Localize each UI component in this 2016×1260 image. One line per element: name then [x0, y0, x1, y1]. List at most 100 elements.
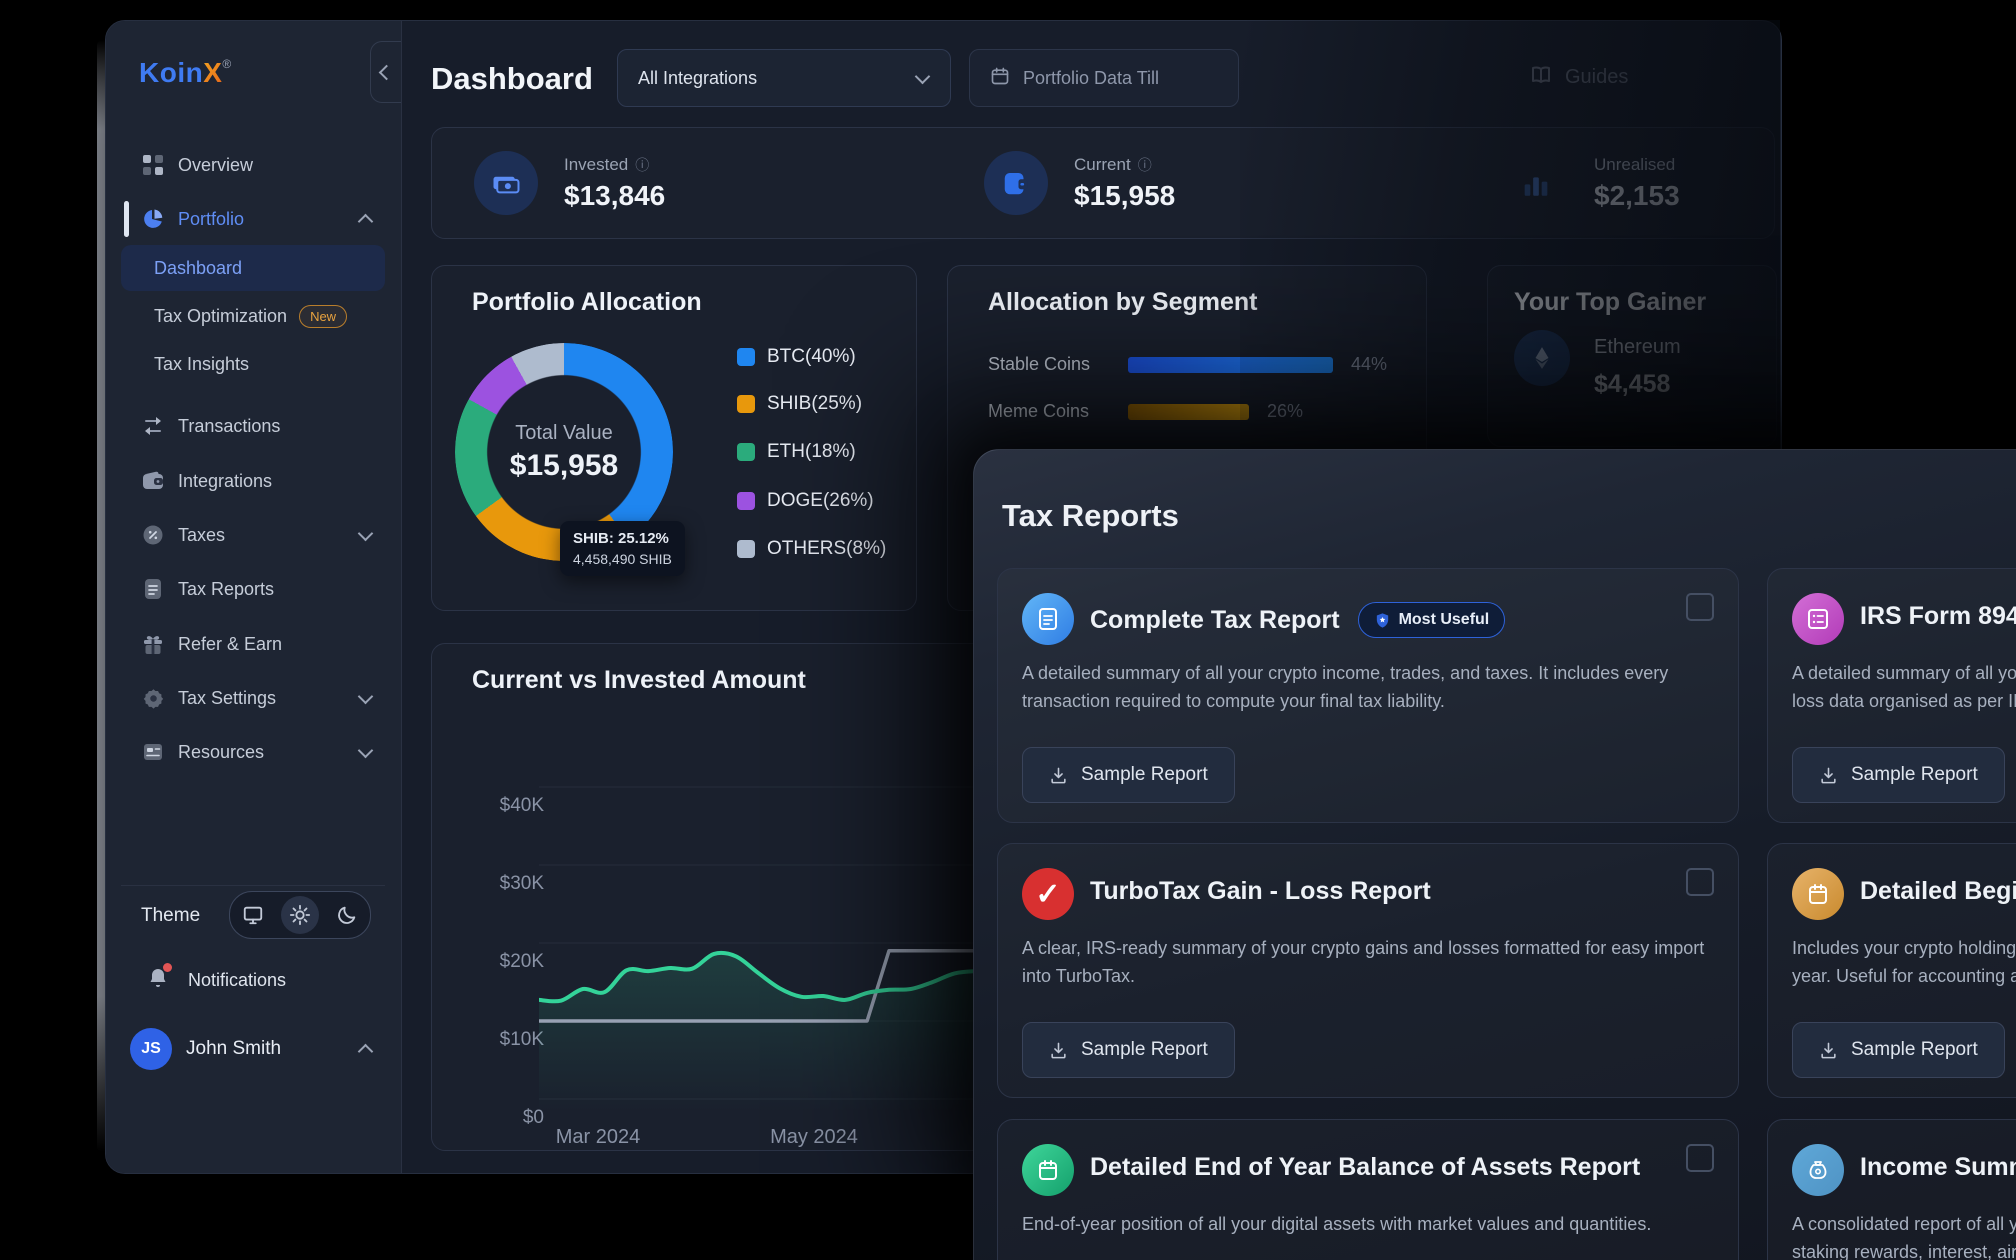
integration-filter-select[interactable]: All Integrations: [617, 49, 951, 107]
card-title: Portfolio Allocation: [472, 288, 702, 316]
user-menu[interactable]: JS John Smith: [106, 1021, 401, 1077]
bar-chart-icon: [1504, 151, 1568, 215]
sample-report-button[interactable]: Sample Report: [1792, 1022, 2005, 1078]
stat-value: $13,846: [564, 179, 666, 211]
sidebar-item-transactions[interactable]: Transactions: [106, 402, 401, 450]
sidebar-subitem-dashboard[interactable]: Dashboard: [121, 245, 385, 291]
sidebar-item-label: Resources: [178, 741, 265, 762]
sidebar-item-label: Tax Settings: [178, 687, 277, 708]
info-icon[interactable]: ⓘ: [1137, 156, 1152, 173]
legend-swatch: [737, 443, 755, 461]
book-icon: [1529, 63, 1553, 92]
card-title: Your Top Gainer: [1514, 288, 1707, 316]
y-tick: $10K: [499, 1029, 544, 1050]
portfolio-date-filter-button[interactable]: Portfolio Data Till: [969, 49, 1239, 107]
sun-icon: [289, 904, 311, 926]
calendar-icon: [1792, 868, 1844, 920]
button-label: Sample Report: [1081, 1039, 1208, 1060]
report-checkbox[interactable]: [1686, 593, 1714, 621]
chart-title: Current vs Invested Amount: [472, 666, 806, 694]
report-description: A detailed summary of all your loss data…: [1792, 663, 2016, 711]
report-card-end-of-year: Detailed End of Year Balance of Assets R…: [997, 1119, 1739, 1260]
transfer-arrows-icon: [141, 414, 165, 438]
sidebar-item-label: Portfolio: [178, 208, 245, 229]
sidebar-item-refer-earn[interactable]: Refer & Earn: [106, 620, 401, 668]
button-label: Sample Report: [1851, 1039, 1978, 1060]
calendar-icon: [990, 66, 1010, 91]
tax-reports-modal: Tax Reports Complete Tax Report Most Use…: [973, 449, 2016, 1260]
legend-item-doge: DOGE(26%): [737, 490, 874, 512]
info-icon[interactable]: ⓘ: [635, 156, 650, 173]
guides-label: Guides: [1565, 66, 1629, 88]
new-badge: New: [299, 304, 348, 328]
legend-swatch: [737, 348, 755, 366]
report-title: Complete Tax Report: [1090, 605, 1340, 634]
sidebar-item-label: Refer & Earn: [178, 633, 283, 654]
sidebar-item-resources[interactable]: Resources: [106, 728, 401, 776]
koinx-logo: KoinX®: [139, 57, 232, 89]
report-checkbox[interactable]: [1686, 1144, 1714, 1172]
monitor-icon: [244, 906, 263, 925]
sidebar-item-label: Taxes: [178, 524, 226, 545]
stat-value: $2,153: [1594, 179, 1680, 211]
theme-dark-button[interactable]: [328, 896, 366, 934]
legend-label: OTHERS(8%): [767, 538, 887, 559]
most-useful-badge: Most Useful: [1357, 602, 1506, 638]
y-tick: $40K: [499, 795, 544, 816]
sidebar-item-taxes[interactable]: Taxes: [106, 511, 401, 559]
theme-light-button[interactable]: [280, 896, 319, 934]
gift-icon: [141, 632, 165, 656]
calendar-icon: [1022, 1144, 1074, 1196]
sample-report-button[interactable]: Sample Report: [1792, 747, 2005, 803]
moon-icon: [337, 906, 355, 924]
sample-report-button[interactable]: Sample Report: [1022, 1022, 1235, 1078]
user-name: John Smith: [186, 1038, 282, 1059]
banknote-icon: [474, 151, 538, 215]
sidebar-item-integrations[interactable]: Integrations: [106, 457, 401, 505]
notifications-button[interactable]: Notifications: [106, 957, 401, 1003]
stat-current: Current ⓘ $15,958: [984, 128, 1175, 238]
sidebar-subitem-tax-insights[interactable]: Tax Insights: [121, 343, 385, 385]
segment-row-meme-coins: Meme Coins 26%: [988, 401, 1408, 422]
segment-percent: 26%: [1267, 401, 1304, 421]
theme-toggle: [229, 891, 371, 939]
x-tick: May 2024: [770, 1126, 858, 1148]
sidebar-item-label: Overview: [178, 154, 254, 175]
segment-bar: [1128, 356, 1333, 373]
legend-label: DOGE(26%): [767, 490, 874, 511]
active-route-indicator: [124, 201, 129, 237]
theme-system-button[interactable]: [234, 896, 272, 934]
y-tick: $30K: [499, 873, 544, 894]
segment-label: Stable Coins: [988, 354, 1091, 374]
sidebar-item-portfolio[interactable]: Portfolio: [106, 195, 401, 243]
sidebar-subitem-tax-optimization[interactable]: Tax Optimization New: [121, 295, 385, 337]
registered-mark: ®: [222, 57, 232, 71]
percent-badge-icon: [141, 523, 165, 547]
sidebar-item-tax-settings[interactable]: Tax Settings: [106, 674, 401, 722]
logo-x: X: [203, 57, 223, 88]
segment-row-stable-coins: Stable Coins 44%: [988, 354, 1408, 375]
report-description: Includes your crypto holdings year. Usef…: [1792, 938, 2016, 986]
download-icon: [1821, 767, 1836, 783]
sample-report-button[interactable]: Sample Report: [1022, 747, 1235, 803]
legend-item-eth: ETH(18%): [737, 441, 856, 463]
report-checkbox[interactable]: [1686, 868, 1714, 896]
donut-center-label: Total Value: [515, 421, 613, 444]
legend-item-shib: SHIB(25%): [737, 393, 862, 415]
guides-button[interactable]: Guides: [1529, 63, 1628, 92]
grid-icon: [141, 153, 165, 177]
document-icon: [1022, 593, 1074, 645]
report-card-beginning-of-year: Detailed Beginning of Year Includes your…: [1767, 843, 2016, 1098]
shield-icon: [1374, 612, 1391, 629]
report-card-income-summary: Income Summary A consolidated report of …: [1767, 1119, 2016, 1260]
donut-center-value: $15,958: [509, 448, 619, 482]
legend-swatch: [737, 395, 755, 413]
sidebar-item-overview[interactable]: Overview: [106, 141, 401, 189]
report-card-turbotax: ✓ TurboTax Gain - Loss Report A clear, I…: [997, 843, 1739, 1098]
article-card-icon: [141, 740, 165, 764]
sidebar-collapse-button[interactable]: [370, 41, 401, 103]
download-icon: [1051, 767, 1066, 783]
sidebar-item-label: Tax Reports: [178, 578, 275, 599]
notification-dot: [163, 962, 172, 972]
sidebar-item-tax-reports[interactable]: Tax Reports: [106, 565, 401, 613]
